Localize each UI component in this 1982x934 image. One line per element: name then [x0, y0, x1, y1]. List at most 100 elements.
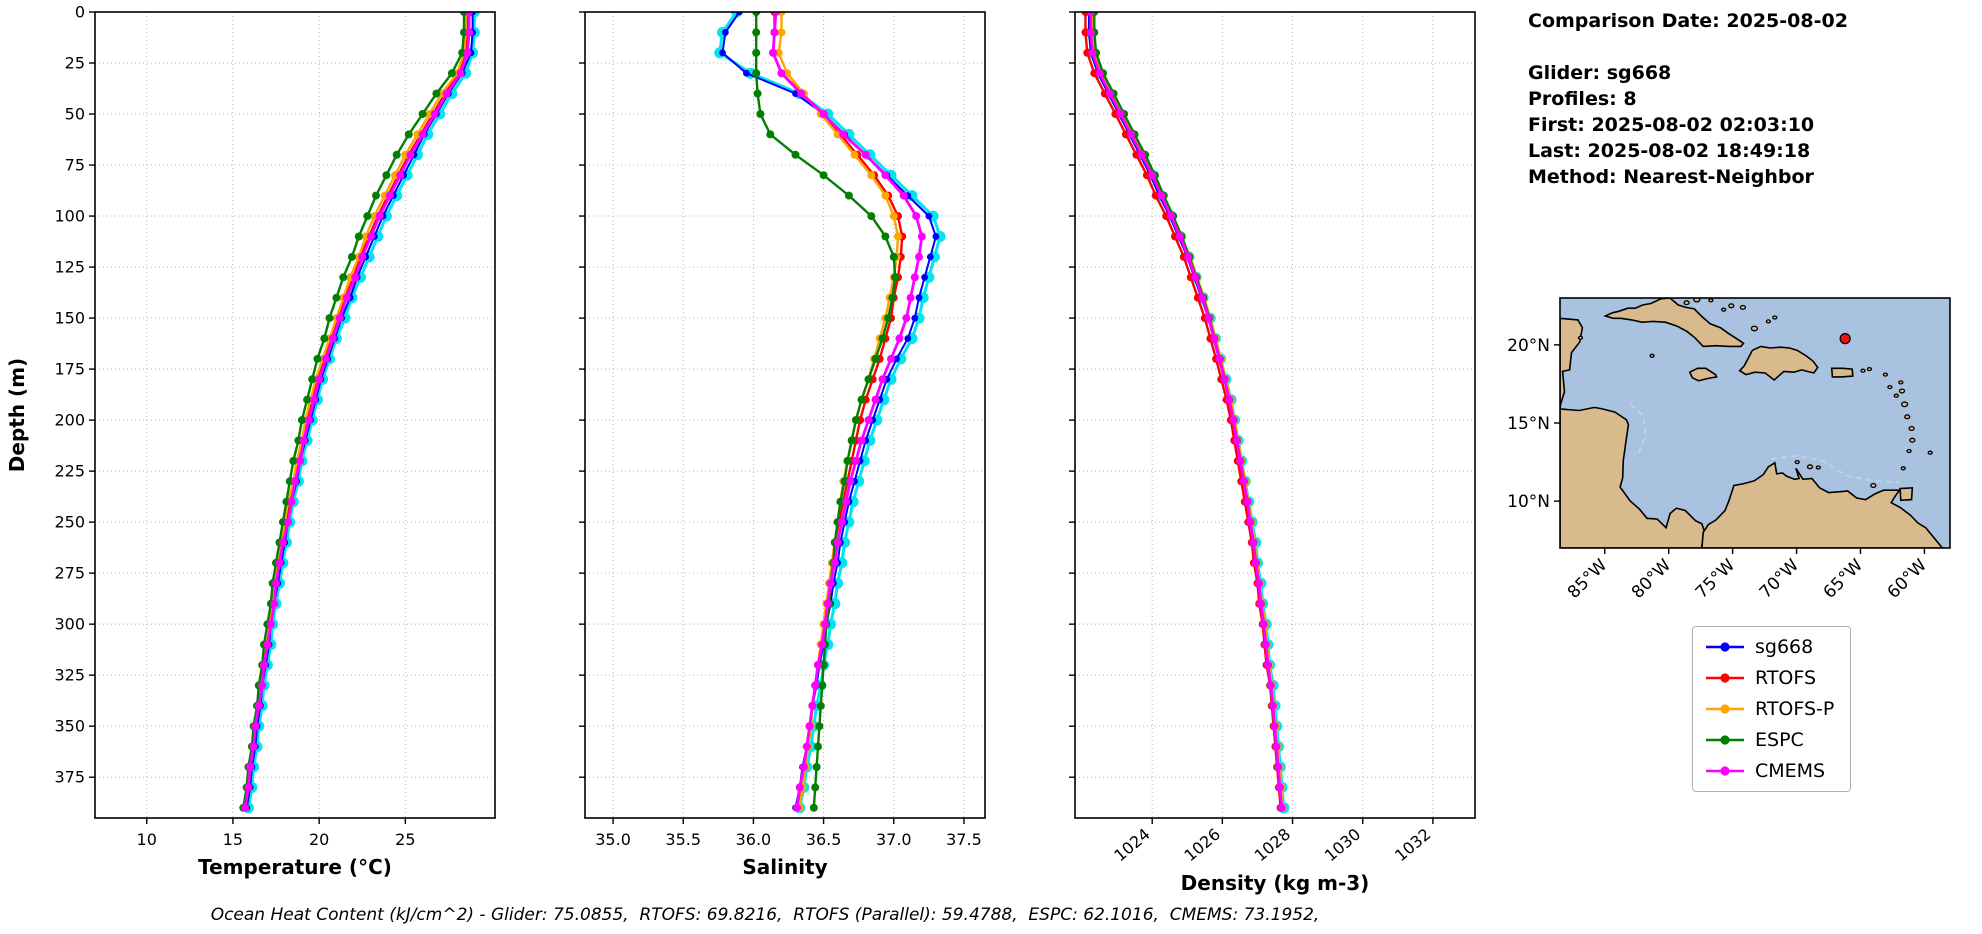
- island: [1882, 372, 1889, 377]
- depth-tick-label: 175: [54, 360, 85, 379]
- depth-tick-label: 225: [54, 462, 85, 481]
- x-tick-label: 10: [137, 830, 157, 849]
- legend-entry-ESPC: ESPC: [1704, 729, 1834, 751]
- island: [1794, 459, 1800, 465]
- legend-entry-sg668: sg668: [1704, 636, 1834, 658]
- island: [1904, 414, 1911, 420]
- map-lon-label: 60°W: [1884, 555, 1931, 598]
- x-tick-label: 37.5: [946, 830, 982, 849]
- x-tick-label: 1030: [1321, 825, 1364, 866]
- legend-line-marker: [1706, 704, 1744, 714]
- landmass: [1688, 367, 1718, 382]
- bathymetry-contour: [1770, 454, 1899, 484]
- x-tick-label: 20: [309, 830, 329, 849]
- x-tick-label: 25: [395, 830, 415, 849]
- legend-label: RTOFS: [1755, 667, 1817, 689]
- island: [1683, 300, 1690, 306]
- series-CMEMS-density: [1086, 12, 1286, 812]
- legend-entry-CMEMS: CMEMS: [1704, 760, 1834, 782]
- island: [1750, 325, 1759, 332]
- legend-line-marker: [1706, 735, 1744, 745]
- map-land-group: [1560, 298, 1944, 548]
- depth-tick-label: 200: [54, 411, 85, 430]
- legend: sg668 RTOFS RTOFS-P ESPC CMEMS: [1692, 626, 1852, 792]
- depth-tick-label: 275: [54, 564, 85, 583]
- series-CMEMS-temperature: [241, 12, 474, 812]
- landmass: [1899, 486, 1914, 502]
- series-RTOFS-P-density: [1088, 12, 1287, 812]
- depth-tick-label: 325: [54, 666, 85, 685]
- depth-tick-label: 75: [65, 156, 85, 175]
- series-ESPC-density: [1090, 12, 1286, 812]
- island: [1887, 384, 1893, 390]
- island: [1908, 425, 1915, 432]
- x-tick-label: 15: [223, 830, 243, 849]
- legend-entry-RTOFS-P: RTOFS-P: [1704, 698, 1834, 720]
- legend-line-marker: [1706, 642, 1744, 652]
- panel-density: 1024 1026 1028 1030 1032 Density (kg m-3): [1069, 11, 1476, 895]
- landmass: [1560, 317, 1706, 548]
- series-sg668-salinity: [719, 12, 940, 812]
- depth-tick-label: 100: [54, 207, 85, 226]
- x-tick-label: 35.0: [595, 830, 631, 849]
- info-panel: Comparison Date: 2025-08-02 Glider: sg66…: [1528, 8, 1848, 190]
- map-lon-label: 85°W: [1564, 555, 1611, 598]
- island: [1708, 298, 1714, 303]
- island: [1721, 307, 1727, 312]
- map-lon-label: 65°W: [1820, 555, 1867, 598]
- series-ESPC-temperature: [239, 12, 468, 812]
- series-CMEMS-salinity: [769, 12, 926, 812]
- legend-label: ESPC: [1755, 729, 1804, 751]
- island: [1765, 319, 1772, 324]
- island: [1898, 380, 1904, 385]
- island: [1909, 437, 1916, 443]
- depth-tick-label: 25: [65, 54, 85, 73]
- depth-tick-label: 125: [54, 258, 85, 277]
- panel-temperature: 10 15 20 2502550751001251501752002252502753…: [54, 3, 496, 879]
- x-axis-label-salinity: Salinity: [742, 855, 827, 879]
- depth-tick-label: 150: [54, 309, 85, 328]
- legend-line-marker: [1706, 673, 1744, 683]
- x-axis-label-density: Density (kg m-3): [1181, 871, 1370, 895]
- island: [1815, 465, 1821, 470]
- glider-position-marker: [1839, 333, 1851, 345]
- legend-label: RTOFS-P: [1755, 698, 1835, 720]
- island: [1866, 366, 1873, 372]
- legend-entry-RTOFS: RTOFS: [1704, 667, 1834, 689]
- comparison-date: Comparison Date: 2025-08-02: [1528, 10, 1848, 32]
- series-glider-raw-salinity: [714, 12, 946, 814]
- series-ESPC-salinity: [752, 12, 900, 812]
- series-RTOFS-density: [1081, 12, 1285, 812]
- depth-tick-label: 250: [54, 513, 85, 532]
- island: [1898, 388, 1906, 394]
- series-RTOFS-temperature: [241, 12, 472, 812]
- series-glider-raw-temperature: [242, 12, 480, 814]
- glider-name: Glider: sg668: [1528, 62, 1672, 84]
- interp-method: Method: Nearest-Neighbor: [1528, 166, 1814, 188]
- landmass: [1830, 367, 1854, 378]
- x-axis-label-temperature: Temperature (°C): [198, 855, 392, 879]
- x-tick-label: 36.0: [736, 830, 772, 849]
- landmass: [1701, 461, 1944, 548]
- depth-axis-label: Depth (m): [5, 358, 29, 472]
- island: [1649, 353, 1655, 358]
- landmass: [1603, 298, 1745, 348]
- x-tick-label: 1026: [1181, 825, 1224, 866]
- legend-label: sg668: [1755, 636, 1814, 658]
- series-sg668-temperature: [243, 12, 476, 812]
- island: [1906, 448, 1912, 454]
- series-glider-raw-density: [1085, 12, 1290, 814]
- depth-tick-label: 375: [54, 768, 85, 787]
- island: [1900, 401, 1909, 408]
- legend-line-marker: [1706, 766, 1744, 776]
- map-lat-label: 20°N: [1507, 336, 1550, 356]
- island: [1577, 335, 1584, 340]
- first-profile-time: First: 2025-08-02 02:03:10: [1528, 114, 1815, 136]
- map-lat-label: 10°N: [1507, 492, 1550, 512]
- x-tick-label: 1024: [1110, 825, 1153, 866]
- island: [1806, 464, 1814, 470]
- x-tick-label: 36.5: [806, 830, 842, 849]
- depth-tick-label: 50: [65, 105, 85, 124]
